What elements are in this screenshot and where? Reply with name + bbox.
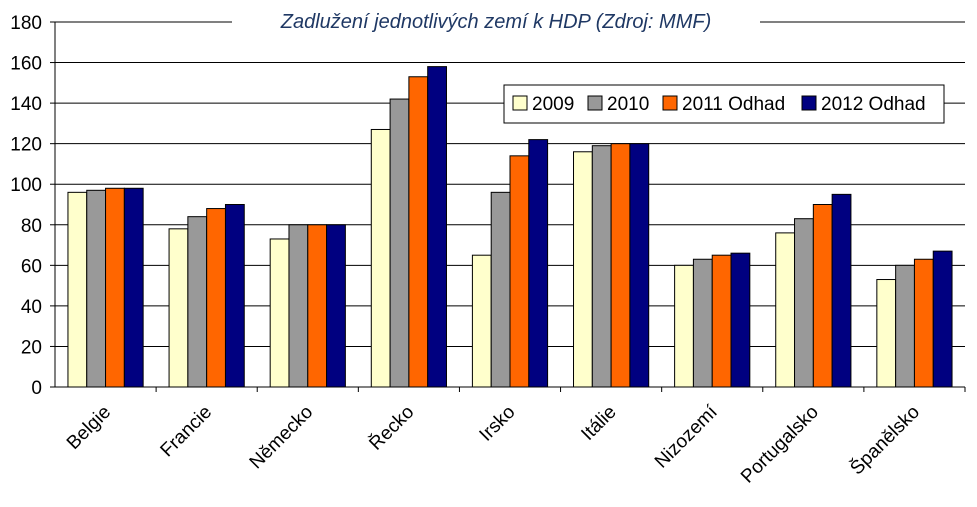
- category-label: Nizozemí: [651, 401, 722, 472]
- chart-title-group: Zadlužení jednotlivých zemí k HDP (Zdroj…: [232, 6, 760, 36]
- bar-Portugalsko-2011-Odhad: [812, 204, 833, 388]
- category-label: Německo: [246, 402, 318, 474]
- bar-Itálie-2009: [573, 151, 593, 388]
- bar-Belgie-2012-Odhad: [123, 187, 144, 388]
- bar-Itálie-2011-Odhad: [610, 143, 631, 388]
- legend: 2009 2010 2011 Odhad 2012 Odhad: [503, 84, 945, 124]
- bar-Portugalsko-2010: [794, 218, 814, 388]
- bar-Portugalsko-2012-Odhad: [831, 193, 852, 388]
- bar-Belgie-2011-Odhad: [105, 187, 125, 388]
- legend-label: 2010: [607, 94, 649, 115]
- bar-Irsko-2010: [490, 191, 511, 388]
- bar-Itálie-2010: [591, 145, 612, 388]
- y-tick-label: 0: [31, 378, 42, 399]
- legend-label: 2012 Odhad: [821, 94, 926, 115]
- category-label: Francie: [157, 402, 217, 462]
- bar-Nizozemí-2012-Odhad: [730, 252, 751, 388]
- chart-title: Zadlužení jednotlivých zemí k HDP (Zdroj…: [280, 11, 711, 33]
- category-label: Portugalsko: [737, 402, 823, 488]
- legend-label: 2011 Odhad: [682, 94, 785, 115]
- bar-Španělsko-2011-Odhad: [913, 258, 934, 388]
- bar-Řecko-2011-Odhad: [408, 76, 429, 388]
- bar-Irsko-2011-Odhad: [509, 155, 530, 388]
- title-background: [232, 6, 760, 36]
- bar-Francie-2010: [187, 216, 208, 388]
- bar-Francie-2011-Odhad: [206, 208, 226, 388]
- y-tick-label: 100: [10, 175, 42, 196]
- bar-Nizozemí-2009: [674, 264, 694, 388]
- category-label: Itálie: [577, 402, 620, 445]
- bar-Francie-2009: [168, 228, 189, 388]
- legend-swatch: [662, 95, 678, 111]
- bar-Nizozemí-2010: [692, 258, 713, 388]
- bar-Nizozemí-2011-Odhad: [711, 254, 732, 388]
- y-tick-label: 40: [21, 297, 42, 318]
- category-label: Řecko: [365, 401, 419, 455]
- bar-Řecko-2012-Odhad: [427, 66, 447, 388]
- y-tick-label: 120: [10, 135, 42, 156]
- bar-Belgie-2009: [67, 191, 88, 388]
- bar-Francie-2012-Odhad: [224, 204, 245, 388]
- category-label: Belgie: [63, 402, 115, 454]
- bar-Irsko-2009: [471, 254, 492, 388]
- legend-box: [503, 84, 945, 124]
- axes: [54, 22, 965, 388]
- legend-swatch: [801, 95, 817, 111]
- bar-Německo-2011-Odhad: [307, 224, 328, 388]
- bar-Itálie-2012-Odhad: [629, 143, 650, 388]
- category-labels: Belgie Francie Německo Řecko Irsko Itálie Nizo…: [63, 387, 966, 488]
- bar-Španělsko-2010: [895, 264, 915, 388]
- y-tick-label: 20: [21, 337, 42, 358]
- bar-Španělsko-2012-Odhad: [932, 250, 953, 388]
- legend-swatch: [512, 95, 528, 111]
- bar-Irsko-2012-Odhad: [528, 139, 549, 388]
- y-tick-label: 160: [10, 54, 42, 75]
- y-tick-label: 60: [21, 256, 42, 277]
- bar-Německo-2010: [288, 224, 309, 388]
- bar-Řecko-2009: [370, 128, 391, 388]
- legend-label: 2009: [532, 94, 574, 115]
- y-tick-labels: 0 20 40 60 80 100 120 140 160 180: [10, 13, 55, 399]
- y-tick-label: 80: [21, 216, 42, 237]
- category-label: Irsko: [476, 402, 520, 446]
- bar-Portugalsko-2009: [775, 232, 796, 388]
- bars: [67, 66, 953, 388]
- bar-Řecko-2010: [389, 98, 410, 388]
- y-tick-label: 140: [10, 94, 42, 115]
- y-tick-label: 180: [10, 13, 42, 34]
- bar-Německo-2012-Odhad: [326, 224, 346, 388]
- bar-Belgie-2010: [86, 189, 107, 388]
- legend-swatch: [587, 95, 603, 111]
- bar-Španělsko-2009: [876, 279, 897, 388]
- category-label: Španělsko: [846, 401, 924, 479]
- bar-Německo-2009: [269, 238, 290, 388]
